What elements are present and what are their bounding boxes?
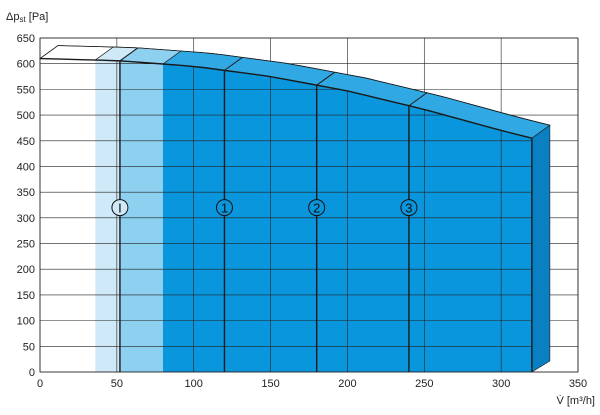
region-0 (40, 58, 96, 373)
max-curve-back-line (57, 45, 550, 126)
speed-line-depth-3 (408, 92, 428, 107)
speed-marker-label: I (118, 201, 122, 216)
y-tick-label: 200 (17, 264, 35, 276)
speed-marker-label: 3 (405, 201, 412, 216)
plot-border (39, 37, 579, 373)
y-tick-label: 400 (17, 161, 35, 173)
y-tick-label: 550 (17, 84, 35, 96)
region-1 (95, 60, 120, 372)
y-tick-label: 450 (17, 136, 35, 148)
y-tick-label: 150 (17, 290, 35, 302)
speed-line-depth-1 (224, 56, 243, 71)
side-face (531, 124, 551, 373)
speed-marker-1: 1 (215, 199, 233, 217)
region-2 (119, 60, 163, 373)
y-tick-label: 650 (17, 33, 35, 45)
max-curve-line (39, 57, 533, 139)
x-tick-label: 0 (37, 378, 43, 390)
speed-marker-circle (111, 199, 129, 217)
speed-markers: I 1 2 3 (111, 199, 418, 217)
y-axis-label: Δpst [Pa] (6, 11, 48, 24)
y-axis-label-sub: st (19, 15, 26, 24)
y-tick-label: 300 (17, 213, 35, 225)
y-tick-label: 100 (17, 316, 35, 328)
y-axis-label-unit: [Pa] (26, 11, 49, 23)
speed-marker-label: 2 (313, 201, 320, 216)
speed-lines (39, 45, 550, 372)
y-tick-label: 600 (17, 59, 35, 71)
y-tick-label: 500 (17, 110, 35, 122)
speed-marker-I: I (111, 199, 129, 217)
speed-marker-circle (215, 199, 233, 217)
x-tick-label: 350 (569, 378, 587, 390)
plot-frame (39, 37, 579, 373)
x-axis-label: V̇ [m³/h] (556, 394, 595, 407)
speed-marker-2: 2 (308, 199, 326, 217)
tick-labels: 0501001502002503003504004505005506006500… (17, 33, 588, 390)
y-tick-label: 0 (29, 367, 35, 379)
x-tick-label: 200 (338, 378, 356, 390)
x-tick-label: 300 (492, 378, 510, 390)
x-tick-label: 50 (111, 378, 123, 390)
y-tick-label: 350 (17, 187, 35, 199)
start-depth-line (39, 45, 59, 59)
y-axis-label-main: Δp (6, 11, 19, 23)
speed-marker-circle (400, 199, 418, 217)
speed-marker-3: 3 (400, 199, 418, 217)
speed-line-depth-I (119, 47, 139, 62)
y-tick-label: 250 (17, 239, 35, 251)
speed-marker-label: 1 (221, 201, 228, 216)
x-tick-label: 100 (185, 378, 203, 390)
speed-marker-circle (308, 199, 326, 217)
speed-line-depth-2 (316, 71, 335, 86)
x-tick-label: 250 (415, 378, 433, 390)
y-tick-label: 50 (23, 341, 35, 353)
depth-faces (39, 45, 551, 373)
x-tick-label: 150 (261, 378, 279, 390)
